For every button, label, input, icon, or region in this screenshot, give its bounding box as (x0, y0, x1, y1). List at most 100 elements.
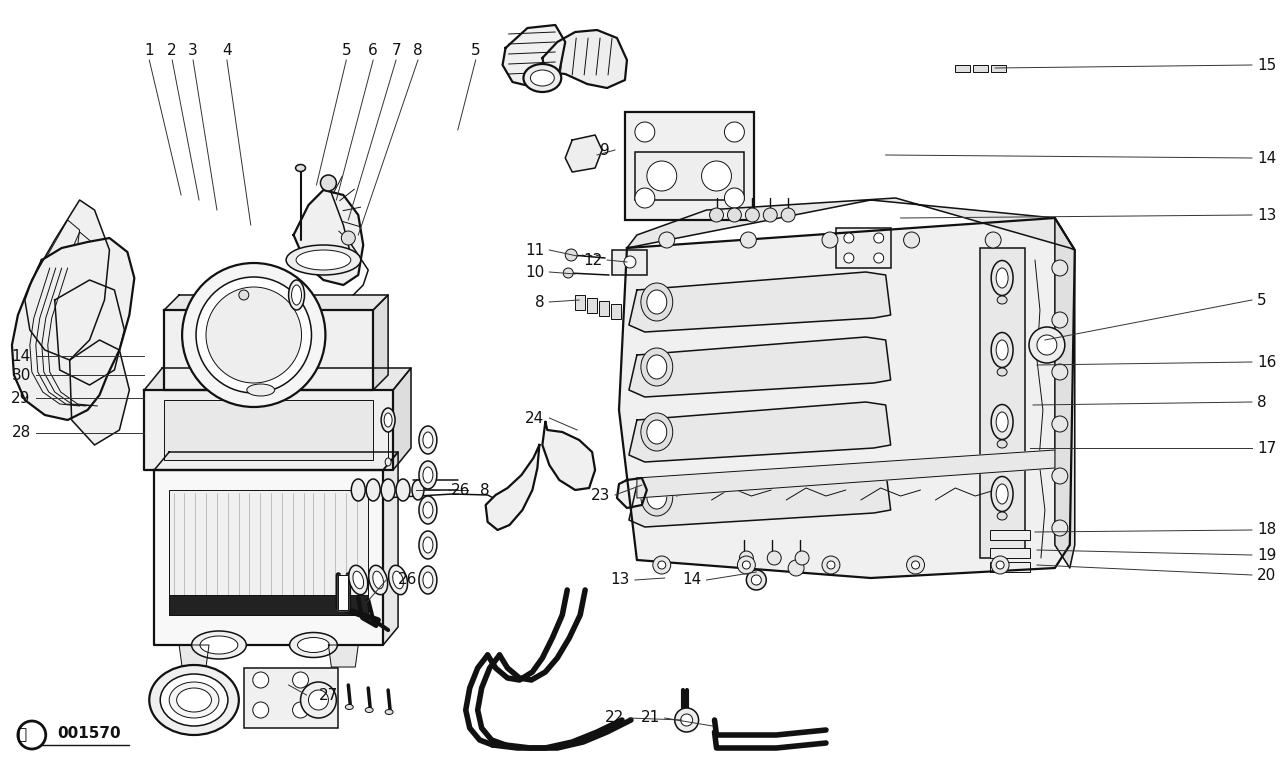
Ellipse shape (381, 479, 396, 501)
Polygon shape (617, 478, 646, 508)
Text: 4: 4 (223, 42, 232, 57)
Circle shape (342, 231, 356, 245)
Ellipse shape (996, 268, 1009, 288)
Circle shape (827, 561, 835, 569)
Bar (980, 248, 1025, 558)
Circle shape (320, 175, 337, 191)
Bar (991, 562, 1030, 572)
Circle shape (874, 253, 883, 263)
Ellipse shape (365, 708, 374, 712)
Ellipse shape (150, 665, 239, 735)
Circle shape (18, 721, 46, 749)
Text: 8: 8 (1257, 394, 1266, 410)
Polygon shape (12, 238, 134, 420)
Text: 10: 10 (525, 264, 544, 280)
Ellipse shape (991, 404, 1012, 440)
Ellipse shape (287, 245, 361, 275)
Text: 8: 8 (480, 483, 489, 497)
Circle shape (911, 561, 919, 569)
Circle shape (727, 208, 741, 222)
Text: 30: 30 (12, 368, 31, 383)
Bar (991, 548, 1030, 558)
Circle shape (1029, 327, 1065, 363)
Ellipse shape (646, 290, 667, 314)
Ellipse shape (997, 368, 1007, 376)
Ellipse shape (385, 709, 393, 715)
Ellipse shape (996, 484, 1009, 504)
Bar (836, 228, 891, 268)
Text: 2: 2 (168, 42, 177, 57)
Circle shape (635, 188, 655, 208)
Text: 28: 28 (12, 425, 31, 440)
Polygon shape (155, 470, 383, 645)
Bar (973, 65, 988, 72)
Ellipse shape (997, 512, 1007, 520)
Ellipse shape (385, 458, 392, 466)
Circle shape (239, 290, 248, 300)
Polygon shape (24, 200, 110, 360)
Ellipse shape (381, 408, 396, 432)
Ellipse shape (991, 476, 1012, 512)
Ellipse shape (247, 384, 275, 396)
Polygon shape (485, 445, 539, 530)
Text: 5: 5 (342, 42, 351, 57)
Polygon shape (620, 218, 1075, 578)
Circle shape (788, 560, 804, 576)
Ellipse shape (369, 565, 388, 594)
Circle shape (996, 561, 1004, 569)
Ellipse shape (646, 420, 667, 444)
Text: 3: 3 (188, 42, 198, 57)
Text: 16: 16 (1257, 355, 1276, 369)
Circle shape (296, 332, 311, 348)
Ellipse shape (641, 478, 673, 516)
Text: 21: 21 (640, 711, 659, 725)
Ellipse shape (419, 426, 436, 454)
Text: 1: 1 (145, 42, 154, 57)
Text: 23: 23 (590, 487, 611, 502)
Ellipse shape (996, 340, 1009, 360)
Ellipse shape (200, 636, 238, 654)
Circle shape (623, 256, 636, 268)
Text: 13: 13 (611, 572, 630, 588)
Bar (611, 304, 621, 319)
Text: 24: 24 (525, 411, 544, 425)
Text: 19: 19 (1257, 548, 1276, 562)
Ellipse shape (991, 260, 1012, 296)
Text: 20: 20 (1257, 568, 1276, 582)
Polygon shape (164, 295, 388, 310)
Ellipse shape (372, 571, 384, 589)
Circle shape (1052, 468, 1068, 484)
Circle shape (822, 556, 840, 574)
Ellipse shape (348, 565, 367, 594)
Circle shape (635, 122, 655, 142)
Circle shape (986, 232, 1001, 248)
Circle shape (795, 551, 809, 565)
Circle shape (874, 233, 883, 243)
Polygon shape (627, 198, 1075, 250)
Circle shape (1052, 520, 1068, 536)
Ellipse shape (646, 485, 667, 509)
Text: 6: 6 (369, 42, 378, 57)
Ellipse shape (419, 496, 436, 524)
Ellipse shape (192, 631, 246, 659)
Text: 26: 26 (398, 572, 417, 588)
Polygon shape (628, 272, 891, 332)
Bar (599, 301, 609, 316)
Ellipse shape (351, 479, 365, 501)
Ellipse shape (296, 250, 351, 270)
Bar (612, 250, 646, 275)
Ellipse shape (524, 64, 561, 92)
Circle shape (681, 714, 692, 726)
Polygon shape (293, 190, 364, 285)
Bar (625, 112, 754, 220)
Circle shape (252, 702, 269, 718)
Text: 8: 8 (535, 294, 544, 309)
Ellipse shape (289, 633, 338, 657)
Ellipse shape (412, 480, 424, 500)
Bar (169, 595, 369, 615)
Bar (243, 668, 338, 728)
Circle shape (658, 561, 666, 569)
Circle shape (745, 208, 759, 222)
Circle shape (202, 333, 225, 357)
Circle shape (709, 208, 723, 222)
